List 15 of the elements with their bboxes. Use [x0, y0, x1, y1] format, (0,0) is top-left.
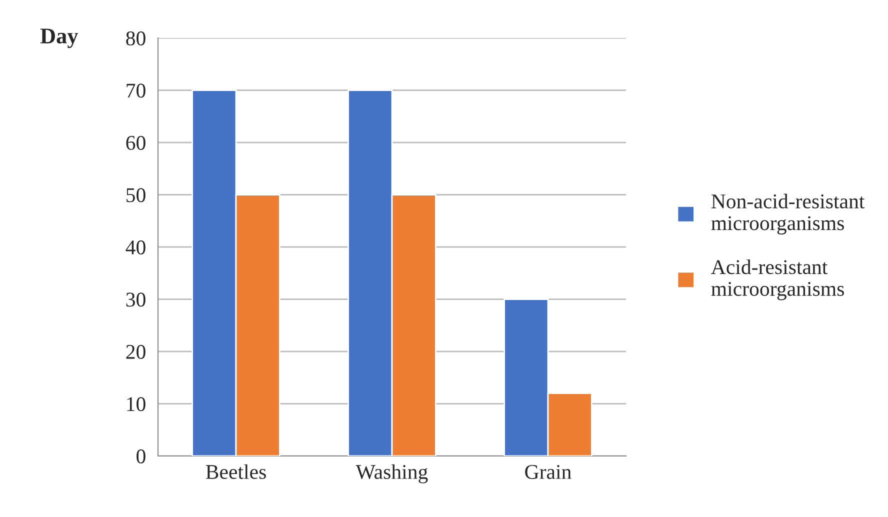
y-tick-label: 60 [126, 136, 146, 150]
y-tick-label: 10 [127, 397, 146, 412]
y-tick-label: 20 [126, 344, 146, 359]
legend-label: Non-acid-resistant microorganisms [711, 194, 865, 234]
x-tick-label: Beetles [206, 464, 266, 479]
y-tick-label: 70 [126, 84, 146, 98]
y-tick-label: 80 [126, 31, 146, 46]
y-tick-label: 40 [126, 240, 146, 254]
y-tick-label: 30 [126, 292, 146, 307]
y-tick-label: 0 [136, 449, 146, 464]
y-axis-title: Day [40, 28, 78, 48]
x-tick-label: Washing [356, 464, 428, 484]
legend-label: Acid-resistant microorganisms [711, 260, 844, 300]
x-tick-label: Grain [525, 464, 572, 479]
y-tick-label: 50 [126, 188, 146, 202]
